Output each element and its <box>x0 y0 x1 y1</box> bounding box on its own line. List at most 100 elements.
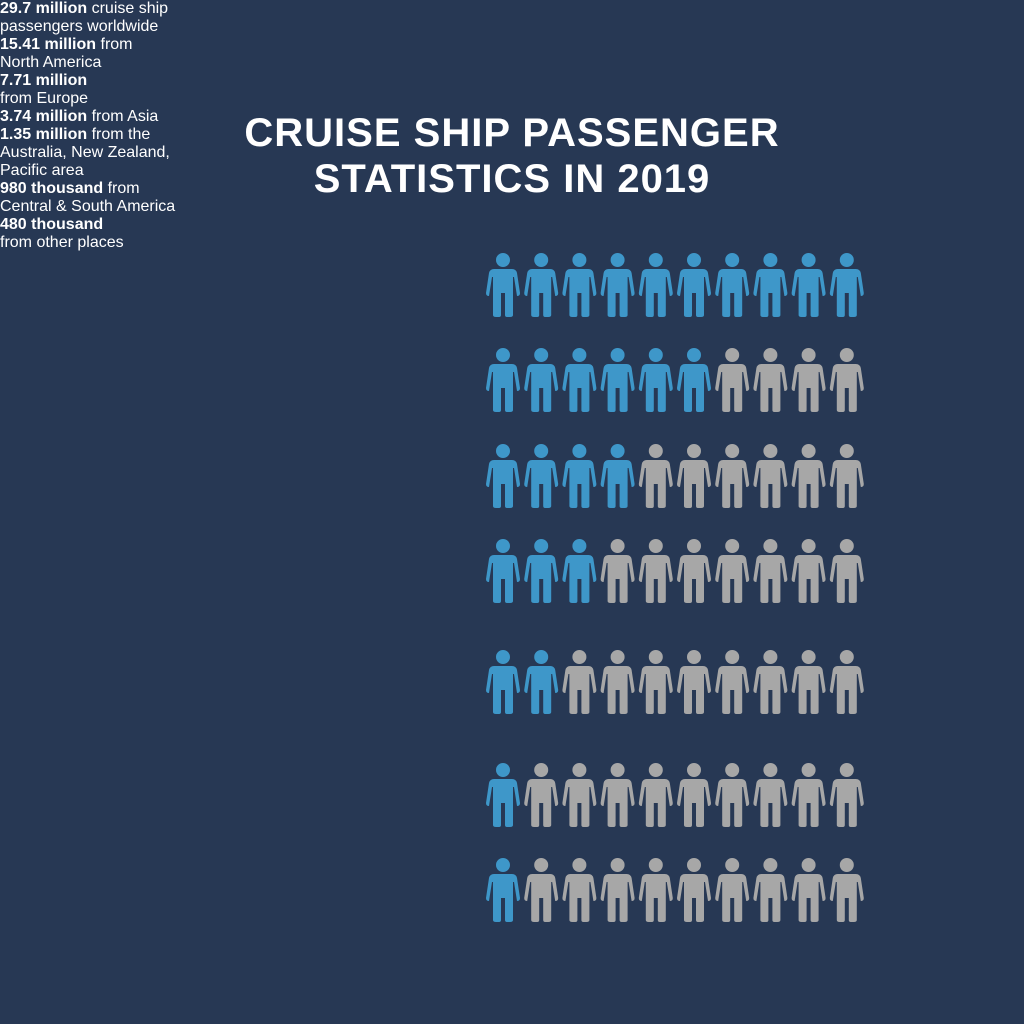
person-filled <box>524 348 559 412</box>
person-filled <box>753 253 788 317</box>
row-text: 1.35 million from the Australia, New Zeal… <box>0 126 1024 180</box>
stat-label: from Asia <box>91 108 159 125</box>
row-text: 7.71 million from Europe <box>0 72 1024 108</box>
person-empty <box>562 763 597 827</box>
stat-value: 7.71 million <box>0 72 88 89</box>
stat-value: 480 thousand <box>0 216 104 233</box>
person-empty <box>715 444 750 508</box>
person-empty <box>829 763 864 827</box>
person-empty <box>600 539 635 603</box>
person-empty <box>562 858 597 922</box>
person-empty <box>638 858 673 922</box>
person-empty <box>600 650 635 714</box>
person-filled <box>486 348 520 412</box>
person-filled <box>486 650 520 714</box>
person-empty <box>562 650 597 714</box>
person-empty <box>753 444 788 508</box>
person-filled <box>600 444 635 508</box>
stat-label: Pacific area <box>0 162 84 179</box>
row-text: 29.7 million cruise ship passengers world… <box>0 0 1024 36</box>
person-empty <box>524 858 559 922</box>
person-filled <box>791 253 826 317</box>
person-filled <box>677 253 711 317</box>
person-filled <box>486 444 520 508</box>
person-empty <box>753 763 788 827</box>
person-filled <box>677 348 711 412</box>
person-filled <box>524 444 559 508</box>
person-filled <box>562 539 597 603</box>
person-empty <box>600 763 635 827</box>
person-filled <box>638 348 673 412</box>
person-filled <box>715 253 750 317</box>
row-text: 15.41 million from North America <box>0 36 1024 72</box>
person-empty <box>677 650 711 714</box>
title: CRUISE SHIP PASSENGER STATISTICS IN 2019 <box>0 110 1024 202</box>
person-empty <box>677 763 711 827</box>
person-filled <box>486 858 520 922</box>
person-empty <box>638 444 673 508</box>
stat-value: 3.74 million <box>0 108 88 125</box>
stat-label: cruise ship <box>91 0 169 17</box>
person-empty <box>829 348 864 412</box>
person-filled <box>486 539 520 603</box>
stat-label: Central & South America <box>0 198 176 215</box>
person-empty <box>677 444 711 508</box>
person-empty <box>791 763 826 827</box>
person-empty <box>715 650 750 714</box>
stat-value: 980 thousand <box>0 180 104 197</box>
person-empty <box>753 348 788 412</box>
stat-label: Australia, New Zealand, <box>0 144 170 161</box>
stat-label: from <box>100 36 133 53</box>
person-filled <box>524 650 559 714</box>
person-filled <box>600 253 635 317</box>
person-empty <box>791 539 826 603</box>
person-empty <box>638 539 673 603</box>
person-empty <box>677 539 711 603</box>
person-filled <box>524 539 559 603</box>
person-filled <box>829 253 864 317</box>
row-text: 480 thousand from other places <box>0 216 1024 252</box>
person-empty <box>829 539 864 603</box>
person-empty <box>600 858 635 922</box>
person-empty <box>791 348 826 412</box>
stat-label: from the <box>91 126 151 143</box>
stat-value: 15.41 million <box>0 36 97 53</box>
person-empty <box>829 650 864 714</box>
stat-value: 29.7 million <box>0 0 88 17</box>
stat-label: from Europe <box>0 90 89 107</box>
person-empty <box>753 539 788 603</box>
stat-value: 1.35 million <box>0 126 88 143</box>
person-empty <box>715 763 750 827</box>
person-empty <box>677 858 711 922</box>
person-empty <box>791 444 826 508</box>
person-empty <box>829 444 864 508</box>
person-empty <box>791 650 826 714</box>
person-empty <box>791 858 826 922</box>
person-empty <box>524 763 559 827</box>
title-line: STATISTICS IN 2019 <box>313 157 711 201</box>
row-text: 3.74 million from Asia <box>0 108 1024 126</box>
title-line: CRUISE SHIP PASSENGER <box>244 111 780 155</box>
stat-label: North America <box>0 54 102 71</box>
person-empty <box>753 650 788 714</box>
person-filled <box>486 763 520 827</box>
person-empty <box>829 858 864 922</box>
row-text: 980 thousand from Central & South America <box>0 180 1024 216</box>
person-empty <box>715 348 750 412</box>
stat-label: from <box>107 180 140 197</box>
person-empty <box>715 539 750 603</box>
person-filled <box>562 444 597 508</box>
stat-label: passengers worldwide <box>0 18 159 35</box>
person-empty <box>638 763 673 827</box>
person-empty <box>753 858 788 922</box>
person-filled <box>600 348 635 412</box>
person-filled <box>524 253 559 317</box>
person-empty <box>715 858 750 922</box>
person-filled <box>562 348 597 412</box>
stat-label: from other places <box>0 234 124 251</box>
person-filled <box>562 253 597 317</box>
person-filled <box>638 253 673 317</box>
person-empty <box>638 650 673 714</box>
